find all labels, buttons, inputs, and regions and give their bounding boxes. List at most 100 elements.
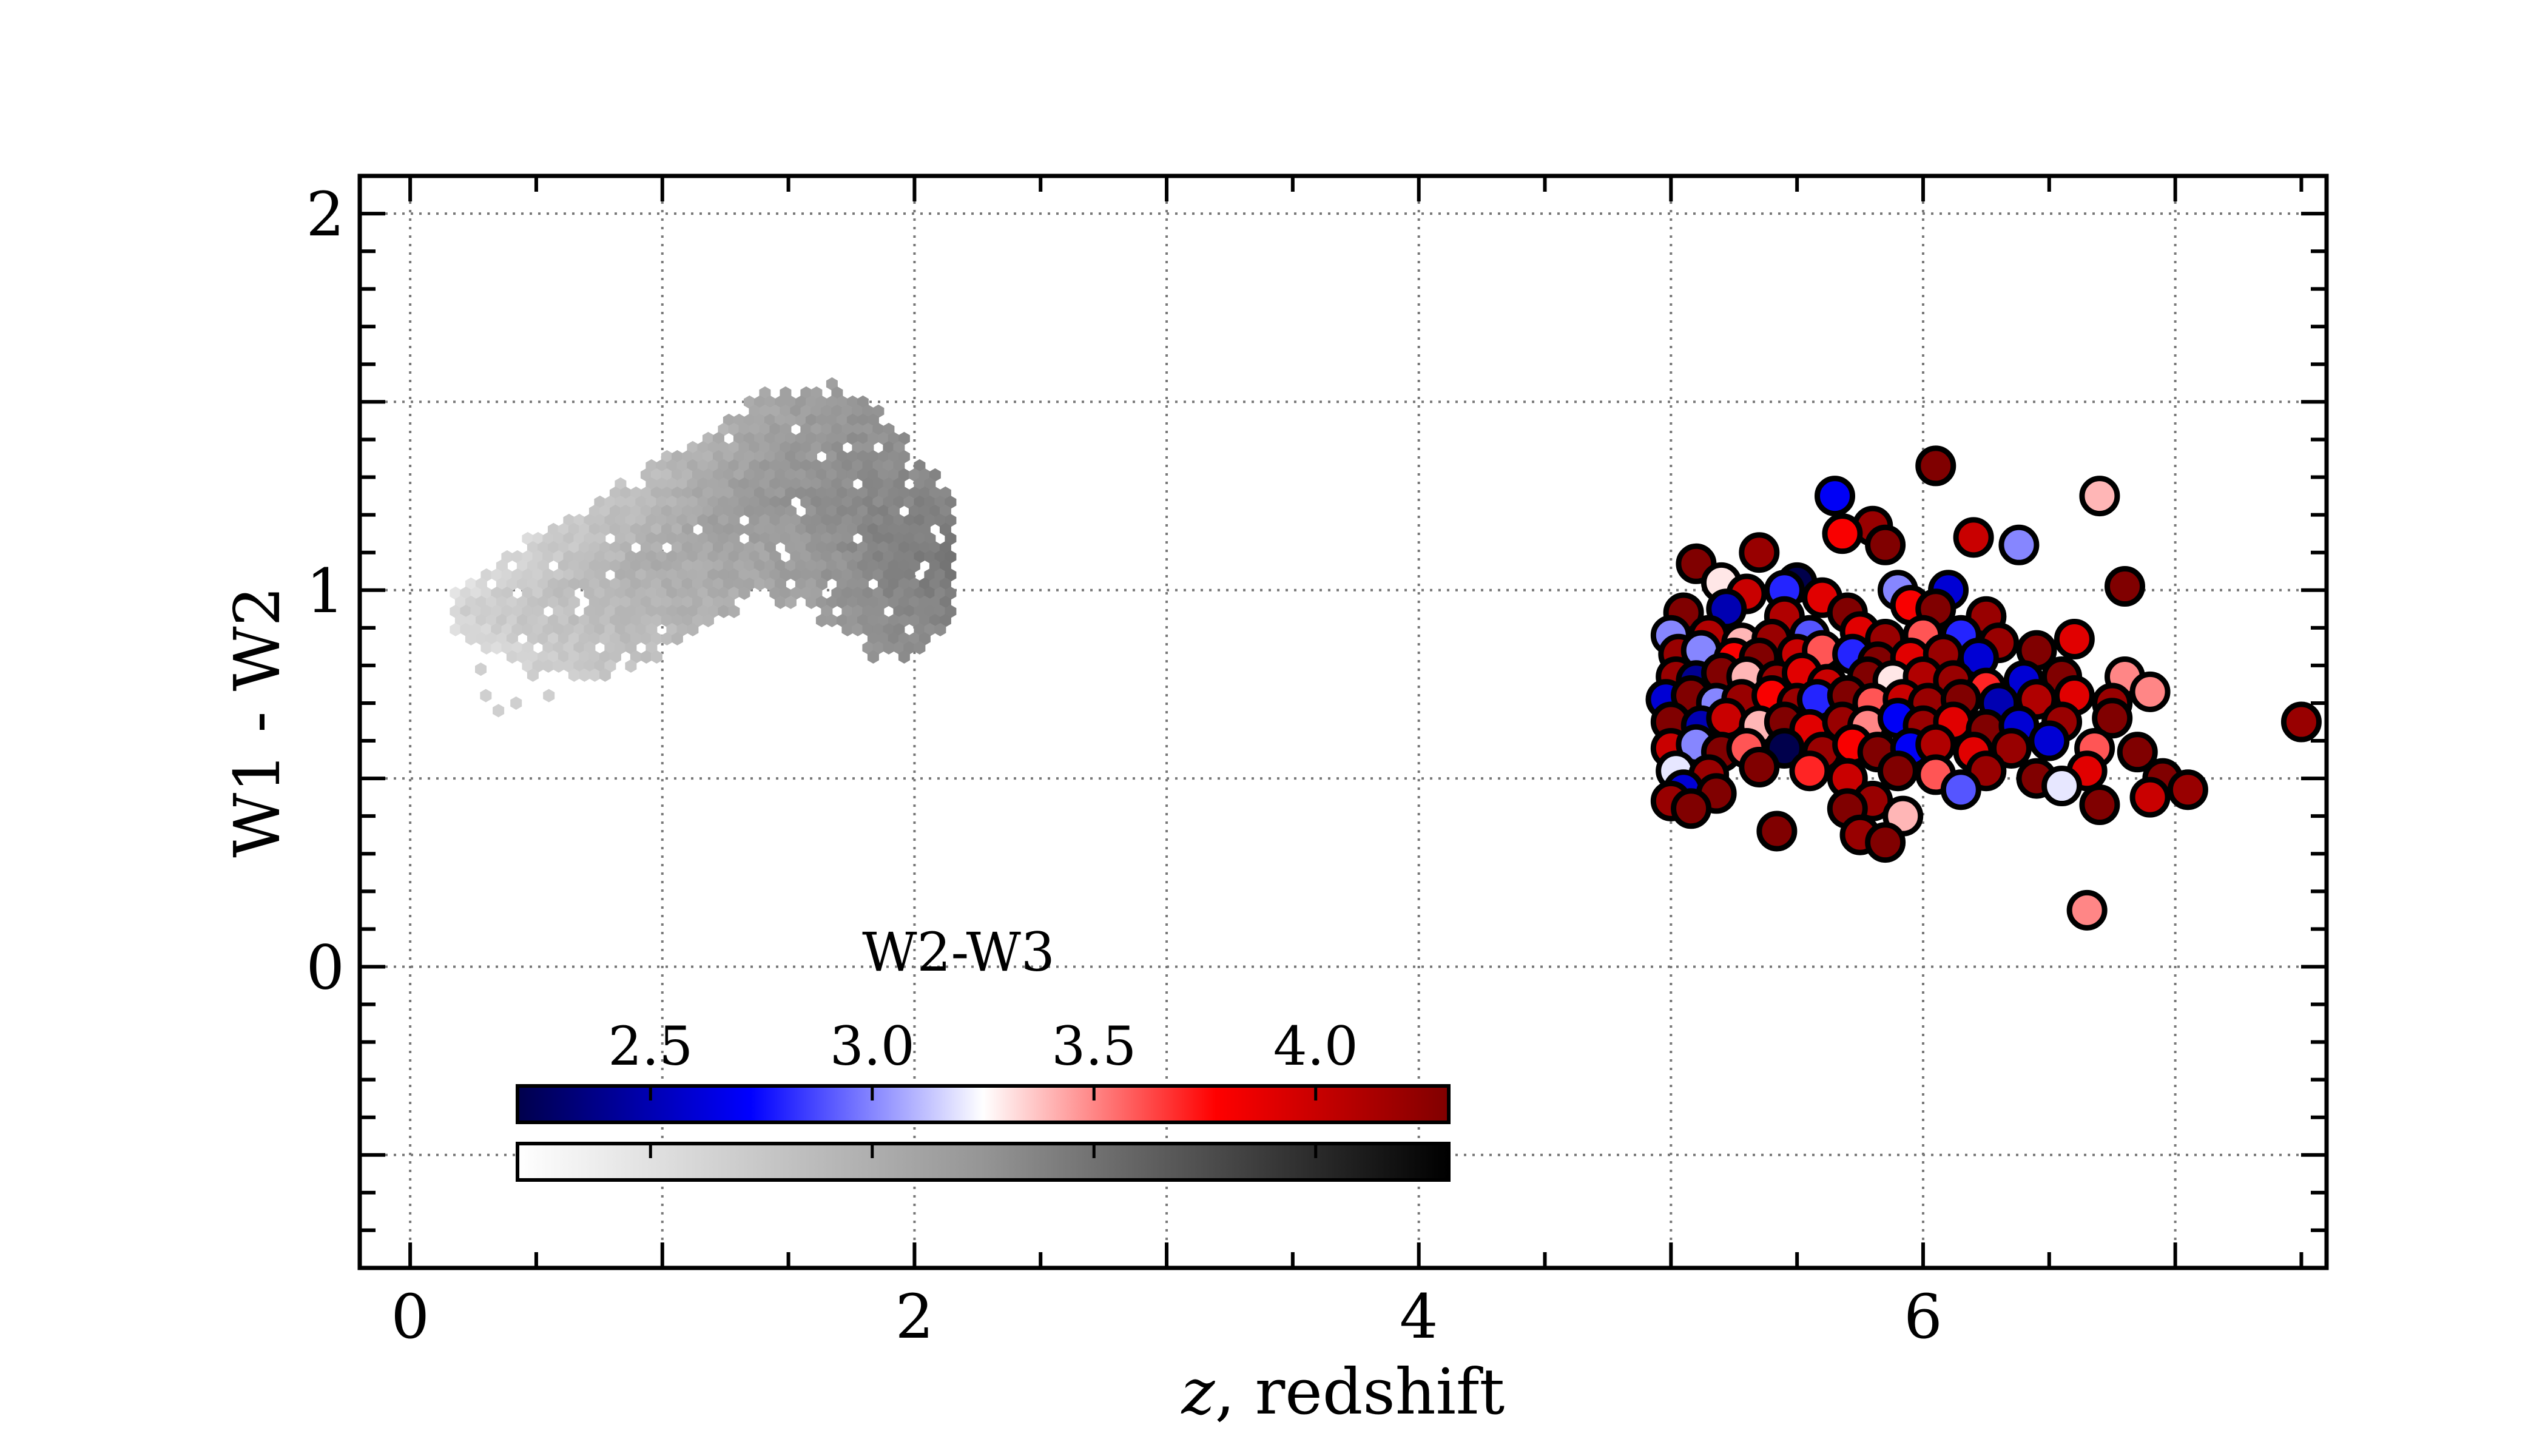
hexbin-cell: [718, 586, 730, 600]
hexbin-cell: [811, 568, 823, 582]
hexbin-cell: [795, 395, 807, 409]
hexbin-cell: [635, 604, 647, 618]
hexbin-cell: [707, 477, 720, 491]
hexbin-cell: [537, 541, 549, 554]
hexbin-cell: [584, 659, 596, 673]
hexbin-cell: [790, 404, 802, 418]
hexbin-cell: [914, 622, 926, 636]
hexbin-cell: [635, 531, 647, 545]
hexbin-cell: [687, 550, 699, 564]
hexbin-cell: [681, 504, 693, 518]
hexbin-cell: [547, 613, 559, 627]
hexbin-cell: [815, 486, 827, 500]
hexbin-cell: [712, 522, 724, 536]
hexbin-cell: [903, 568, 915, 582]
scatter-point: [1739, 746, 1780, 787]
hexbin-cell: [893, 568, 905, 582]
hexbin-cell: [723, 577, 735, 591]
hexbin-cell: [795, 486, 807, 500]
hexbin-cell: [542, 568, 554, 582]
hexbin-cell: [656, 550, 668, 564]
hexbin-cell: [619, 577, 632, 591]
hexbin-cell: [599, 595, 611, 609]
hexbin-cell: [934, 586, 946, 600]
hexbin-cell: [542, 659, 554, 673]
hexbin-cell: [671, 613, 683, 627]
hexbin-cell: [697, 459, 709, 473]
hexbin-cell: [821, 440, 833, 454]
hexbin-cell: [687, 622, 699, 636]
hexbin-cell: [867, 468, 879, 482]
hexbin-cell: [681, 613, 693, 627]
hexbin-cell: [914, 604, 926, 618]
hexbin-cell: [599, 668, 611, 682]
hexbin-cell: [780, 568, 792, 582]
hexbin-cell: [656, 586, 668, 600]
hexbin-cell: [712, 504, 724, 518]
hexbin-cell: [805, 431, 817, 445]
hexbin-cell: [841, 459, 854, 473]
hexbin-cell: [692, 577, 704, 591]
hexbin-cell: [594, 550, 606, 564]
hexbin-cell: [522, 568, 534, 582]
hexbin-cell: [584, 604, 596, 618]
hexbin-cell: [723, 450, 735, 463]
hexbin-cell: [780, 495, 792, 509]
hexbin-cell: [697, 568, 709, 582]
hexbin-cell: [815, 595, 827, 609]
hexbin-cell: [867, 486, 879, 500]
hexbin-cell: [609, 595, 621, 609]
hexbin-cell: [568, 668, 580, 682]
hexbin-cell: [532, 586, 544, 600]
hexbin-cell: [883, 513, 895, 527]
hexbin-cell: [836, 431, 848, 445]
hexbin-cell: [728, 513, 740, 527]
colorbar-tick-labels: 2.5 3.0 3.5 4.0: [608, 1015, 1358, 1077]
hexbin-cell: [749, 531, 761, 545]
hexbin-cell: [697, 513, 709, 527]
hexbin-cell: [914, 550, 926, 564]
hexbin-cell: [733, 431, 745, 445]
hexbin-cell: [780, 531, 792, 545]
hexbin-cell: [872, 641, 885, 655]
hexbin-cell: [831, 386, 843, 400]
hexbin-cell: [929, 613, 941, 627]
hexbin-cell: [522, 586, 534, 600]
hexbin-cell: [650, 559, 662, 573]
hexbin-cell: [826, 559, 838, 573]
hexbin-cell: [728, 422, 740, 436]
hexbin-cell: [707, 513, 720, 527]
hexbin-cell: [784, 541, 797, 554]
hexbin-cell: [862, 477, 874, 491]
hexbin-cell: [877, 522, 889, 536]
hexbin-cell: [609, 522, 621, 536]
hexbin-cell: [650, 632, 662, 645]
hexbin-cell: [656, 604, 668, 618]
hexbin-cell: [594, 531, 606, 545]
hexbin-cell: [723, 559, 735, 573]
hexbin-cell: [743, 431, 755, 445]
hexbin-cell: [707, 604, 720, 618]
hexbin-cell: [604, 622, 616, 636]
hexbin-cell: [846, 504, 858, 518]
hexbin-cell: [728, 495, 740, 509]
hexbin-cell: [702, 431, 714, 445]
hexbin-cell: [831, 513, 843, 527]
hexbin-cell: [924, 568, 936, 582]
hexbin-cell: [630, 595, 642, 609]
hexbin-cell: [558, 559, 570, 573]
hexbin-cell: [516, 595, 528, 609]
hexbin-cell: [676, 495, 689, 509]
hexbin-density: [450, 377, 957, 718]
hexbin-cell: [784, 504, 797, 518]
hexbin-cell: [769, 404, 781, 418]
hexbin-cell: [609, 504, 621, 518]
hexbin-cell: [805, 541, 817, 554]
hexbin-cell: [527, 541, 539, 554]
hexbin-cell: [945, 513, 957, 527]
hexbin-cell: [687, 495, 699, 509]
hexbin-cell: [656, 568, 668, 582]
hexbin-cell: [640, 613, 652, 627]
hexbin-cell: [800, 386, 812, 400]
hexbin-cell: [872, 422, 885, 436]
